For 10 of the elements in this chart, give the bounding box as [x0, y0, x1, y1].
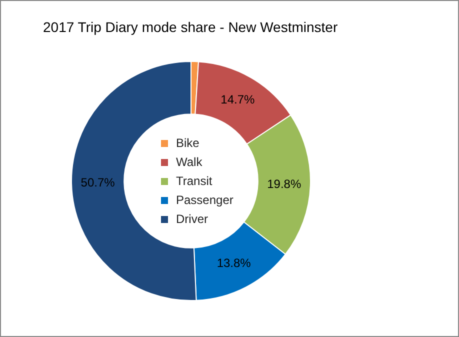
data-label: 13.8%: [216, 256, 252, 270]
legend-label: Bike: [175, 135, 200, 152]
legend-label: Walk: [175, 154, 204, 171]
data-label: 50.7%: [80, 175, 116, 190]
data-label: 14.7%: [220, 92, 256, 107]
data-label: 19.8%: [267, 176, 302, 191]
legend-label: Passenger: [175, 192, 234, 209]
legend-label: Driver: [175, 211, 209, 228]
legend-label: Transit: [175, 173, 214, 190]
chart-title: 2017 Trip Diary mode share - New Westminster: [43, 19, 338, 35]
